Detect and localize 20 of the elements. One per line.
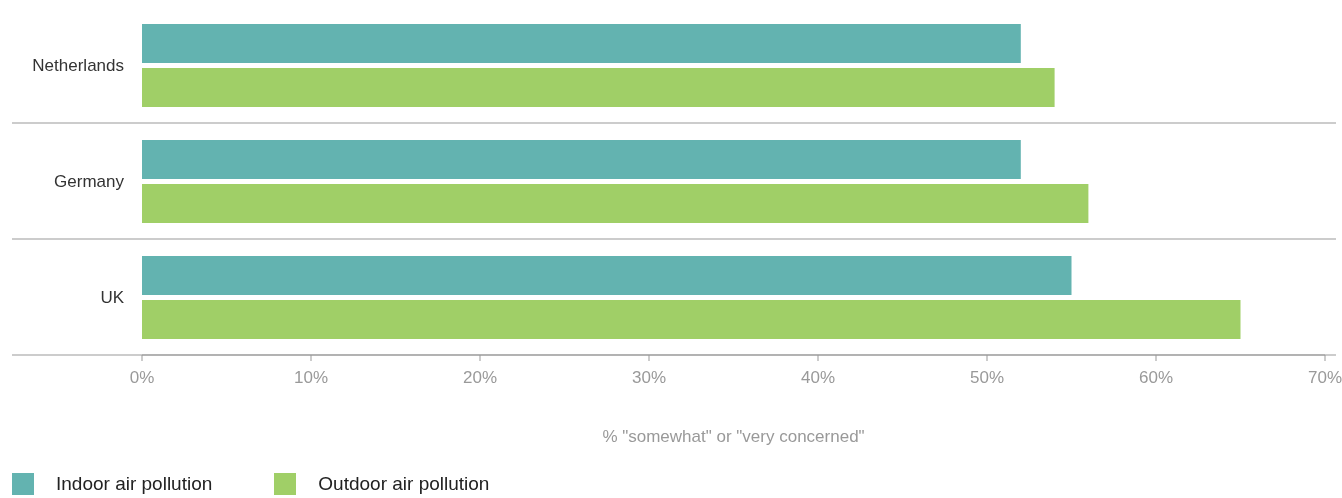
bar — [142, 68, 1055, 107]
bar — [142, 256, 1072, 295]
bar — [142, 24, 1021, 63]
bar — [142, 140, 1021, 179]
x-tick-label: 40% — [800, 368, 836, 388]
bar — [142, 300, 1241, 339]
legend-label: Indoor air pollution — [56, 473, 213, 495]
y-tick-label: Germany — [54, 172, 125, 192]
y-tick-label: UK — [100, 288, 125, 308]
legend-label: Outdoor air pollution — [318, 473, 490, 495]
x-tick-label: 70% — [1307, 368, 1342, 388]
x-axis-title: % "somewhat" or "very concerned" — [602, 427, 865, 446]
x-tick-label: 20% — [462, 368, 498, 388]
x-tick-label: 0% — [129, 368, 155, 388]
x-tick-label: 30% — [631, 368, 667, 388]
x-tick-label: 10% — [293, 368, 329, 388]
y-tick-label: Netherlands — [32, 56, 124, 76]
bar — [142, 184, 1089, 223]
x-tick-label: 50% — [969, 368, 1005, 388]
x-tick-label: 60% — [1138, 368, 1174, 388]
